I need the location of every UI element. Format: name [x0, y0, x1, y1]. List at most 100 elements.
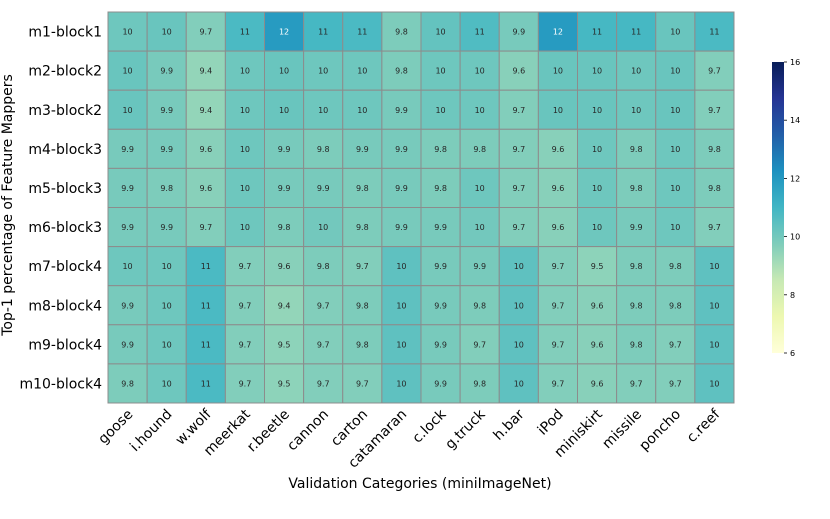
cell-value-label: 12: [279, 28, 289, 37]
heatmap-cell-9-4: [224, 324, 265, 365]
heatmap-cell-5-12: [537, 167, 578, 208]
heatmap-cell-5-5: [264, 167, 305, 208]
cell-value-label: 10: [709, 340, 719, 349]
cell-value-label: 10: [670, 184, 680, 193]
cell-value-label: 9.5: [591, 262, 604, 271]
cell-value-label: 10: [553, 67, 563, 76]
cell-value-label: 10: [357, 67, 367, 76]
cell-value-label: 10: [122, 262, 132, 271]
cell-value-label: 9.7: [473, 340, 486, 349]
heatmap-cell-4-11: [498, 128, 539, 169]
cell-value-label: 9.8: [434, 184, 447, 193]
cell-value-label: 9.7: [708, 67, 721, 76]
cell-value-label: 11: [201, 301, 211, 310]
cell-value-label: 10: [553, 106, 563, 115]
heatmap-cell-6-1: [107, 207, 148, 248]
heatmap-cell-8-4: [224, 285, 265, 326]
cell-value-label: 9.9: [434, 262, 447, 271]
cell-value-label: 10: [670, 106, 680, 115]
heatmap-cell-3-13: [577, 89, 618, 130]
cell-value-label: 11: [201, 379, 211, 388]
heatmap-cell-10-4: [224, 363, 265, 404]
heatmap-cell-8-14: [616, 285, 657, 326]
cell-value-label: 9.9: [512, 28, 525, 37]
heatmap-cell-10-6: [303, 363, 344, 404]
heatmap-cell-8-6: [303, 285, 344, 326]
y-axis-title: Top-1 percentage of Feature Mappers: [0, 74, 16, 337]
cell-value-label: 9.9: [434, 301, 447, 310]
cell-value-label: 9.8: [630, 301, 643, 310]
cell-value-label: 9.8: [669, 301, 682, 310]
cell-value-label: 9.6: [552, 145, 565, 154]
colorbar: 6 8 10 12 14 16: [772, 58, 800, 358]
cell-value-label: 9.6: [552, 223, 565, 232]
cell-value-label: 10: [279, 106, 289, 115]
cell-value-label: 9.7: [669, 340, 682, 349]
heatmap-cell-4-7: [342, 128, 383, 169]
heatmap-cell-4-13: [577, 128, 618, 169]
heatmap-cell-2-5: [264, 50, 305, 91]
cell-value-label: 9.8: [317, 262, 330, 271]
heatmap-cell-10-1: [107, 363, 148, 404]
heatmap-cell-10-2: [146, 363, 187, 404]
heatmap-cell-4-3: [185, 128, 226, 169]
cell-value-label: 10: [475, 106, 485, 115]
cell-value-label: 10: [670, 28, 680, 37]
heatmap-cell-8-16: [694, 285, 735, 326]
heatmap-cell-9-3: [185, 324, 226, 365]
cell-value-label: 10: [475, 184, 485, 193]
row-labels: m1-block1 m2-block2 m3-block2 m4-block3 m5-b…: [19, 25, 102, 393]
cell-value-label: 9.9: [160, 106, 173, 115]
heatmap-cell-8-15: [655, 285, 696, 326]
cell-value-label: 9.6: [591, 301, 604, 310]
row-label: m1-block1: [28, 25, 102, 41]
cell-value-label: 10: [122, 106, 132, 115]
cell-value-label: 11: [357, 28, 367, 37]
column-label: iPod: [535, 407, 567, 439]
heatmap-cell-3-10: [459, 89, 500, 130]
heatmap-cell-6-7: [342, 207, 383, 248]
cell-value-label: 10: [318, 67, 328, 76]
cell-value-label: 9.7: [199, 223, 212, 232]
colorbar-tick-label: 10: [790, 233, 800, 242]
cell-value-label: 9.9: [434, 223, 447, 232]
cell-value-label: 10: [514, 262, 524, 271]
heatmap-cell-8-7: [342, 285, 383, 326]
cell-value-label: 11: [318, 28, 328, 37]
heatmap-cell-7-16: [694, 246, 735, 287]
row-label: m10-block4: [19, 376, 102, 392]
heatmap-cell-6-8: [381, 207, 422, 248]
heatmap-cell-3-16: [694, 89, 735, 130]
column-label: r.beetle: [244, 407, 293, 456]
cell-value-label: 9.7: [317, 340, 330, 349]
cell-value-label: 10: [435, 28, 445, 37]
cell-value-label: 10: [631, 67, 641, 76]
cell-value-label: 9.7: [512, 223, 525, 232]
cell-value-label: 9.9: [160, 223, 173, 232]
cell-value-label: 9.5: [278, 340, 291, 349]
cell-value-label: 10: [240, 223, 250, 232]
cell-value-label: 9.7: [199, 28, 212, 37]
cell-value-label: 9.8: [473, 379, 486, 388]
cell-value-label: 9.6: [199, 184, 212, 193]
heatmap-cell-5-16: [694, 167, 735, 208]
cell-value-label: 9.7: [552, 340, 565, 349]
cell-value-label: 9.8: [630, 145, 643, 154]
heatmap-cell-2-6: [303, 50, 344, 91]
cell-value-label: 9.9: [395, 223, 408, 232]
row-label: m2-block2: [28, 64, 102, 80]
column-label: poncho: [636, 407, 684, 455]
cell-value-label: 9.7: [239, 379, 252, 388]
heatmap-cell-7-8: [381, 246, 422, 287]
cell-value-label: 9.8: [356, 184, 369, 193]
cell-value-label: 11: [592, 28, 602, 37]
cell-value-label: 9.8: [356, 223, 369, 232]
cell-value-label: 10: [240, 184, 250, 193]
cell-value-label: 10: [162, 262, 172, 271]
heatmap-cell-10-9: [420, 363, 461, 404]
heatmap-cell-5-4: [224, 167, 265, 208]
cell-value-label: 9.8: [630, 184, 643, 193]
cell-value-label: 9.6: [591, 340, 604, 349]
cell-value-label: 9.7: [512, 106, 525, 115]
row-label: m7-block4: [28, 259, 102, 275]
